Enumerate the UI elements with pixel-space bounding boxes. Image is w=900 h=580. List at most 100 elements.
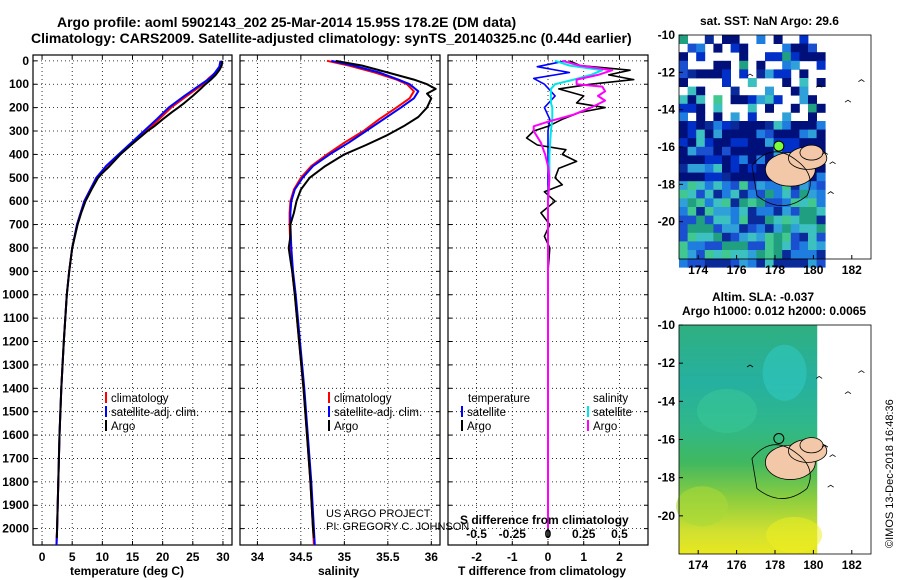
sst-cell — [782, 250, 792, 259]
sst-cell — [713, 181, 723, 191]
sst-cell — [790, 189, 800, 199]
sst-cell — [808, 138, 817, 148]
sst-cell — [722, 189, 731, 199]
sst-cell — [704, 224, 714, 234]
sst-cell — [808, 250, 817, 259]
sst-cell — [696, 112, 706, 122]
sst-cell — [773, 250, 783, 259]
sst-cell — [687, 224, 697, 234]
difference-profile-panel: -2 -1 0 1 2-0.5 -0.25 0 0.25 0.5 — [447, 54, 649, 564]
sst-cell — [790, 86, 800, 96]
lat-tick-label: -16 — [658, 433, 676, 447]
sst-cell — [730, 129, 740, 139]
sst-cell — [687, 215, 697, 225]
lat-tick-label: -10 — [658, 28, 676, 42]
x-tick-label: 2 — [616, 550, 623, 564]
s-diff-tick-label: -0.25 — [499, 527, 527, 541]
argo-float-marker — [773, 140, 785, 152]
sst-cell — [679, 181, 688, 191]
sst-cell — [722, 241, 731, 251]
sst-cell — [808, 215, 817, 225]
sst-cell — [808, 241, 817, 251]
sst-cell — [687, 69, 697, 79]
sst-cell — [739, 215, 749, 225]
sst-cell — [679, 112, 688, 122]
sst-cell — [808, 103, 817, 113]
sst-cell — [799, 224, 809, 234]
lon-tick-label: 182 — [842, 263, 862, 277]
sst-cell — [782, 198, 792, 208]
sst-cell — [765, 86, 774, 96]
sst-cell — [790, 215, 800, 225]
sst-map: 174 176 178 180 182 -10 -12 -14 -16 -18 -20 — [658, 28, 872, 277]
sst-cell — [782, 224, 792, 234]
sst-cell — [679, 146, 688, 156]
sst-cell — [704, 155, 714, 165]
lat-tick-label: -16 — [658, 140, 676, 154]
sst-cell — [756, 215, 766, 225]
sst-cell — [799, 232, 809, 242]
depth-tick-label: 200 — [9, 101, 29, 115]
sst-cell — [790, 52, 800, 62]
sst-cell — [790, 258, 800, 268]
x-tick-label: 20 — [156, 550, 170, 564]
sst-cell — [799, 189, 809, 199]
sst-cell — [739, 52, 749, 62]
sst-cell — [696, 241, 706, 251]
sst-cell — [713, 138, 723, 148]
sst-cell — [773, 121, 783, 130]
sst-cell — [756, 95, 766, 105]
x-tick-label: 10 — [96, 550, 110, 564]
lat-tick-label: -14 — [658, 394, 676, 408]
sst-cell — [713, 258, 723, 268]
sst-cell — [730, 95, 740, 105]
sst-cell — [790, 60, 800, 70]
depth-axis: 0 100 200 300 400 500 600 700 800 900 1000 1100 1200… — [2, 54, 29, 536]
sst-cell — [687, 241, 697, 251]
depth-tick-label: 1700 — [2, 451, 29, 465]
sst-cell — [747, 181, 757, 191]
sst-cell — [816, 164, 826, 173]
sst-cell — [713, 146, 723, 156]
legend-temperature-heading: temperature — [468, 393, 530, 405]
salinity-axis-label: salinity — [318, 564, 360, 578]
sst-cell — [799, 181, 809, 191]
small-island — [827, 191, 834, 194]
lon-tick-label: 174 — [688, 263, 708, 277]
depth-tick-label: 1300 — [2, 358, 29, 372]
lat-tick-label: -12 — [658, 65, 676, 79]
sst-cell — [808, 224, 817, 234]
x-tick-label: 35.5 — [376, 550, 400, 564]
sst-cell — [765, 224, 774, 234]
sst-cell — [687, 250, 697, 259]
sst-cell — [756, 250, 766, 259]
legend-argo: Argo — [334, 421, 358, 433]
sst-cell — [799, 52, 809, 62]
sst-cell — [816, 232, 826, 242]
sst-cell — [816, 215, 826, 225]
sst-cell — [713, 43, 723, 53]
sst-cell — [808, 189, 817, 199]
sst-cell — [782, 69, 792, 79]
small-island — [844, 391, 852, 395]
sst-cell — [773, 198, 783, 208]
sst-cell — [722, 198, 731, 208]
small-island — [829, 161, 836, 165]
sst-cell — [722, 207, 731, 216]
lon-tick-label: 174 — [688, 558, 708, 572]
sst-cell — [790, 224, 800, 234]
sst-cell — [739, 95, 749, 105]
sst-cell — [747, 112, 757, 122]
sst-cell — [816, 129, 826, 139]
sst-cell — [799, 241, 809, 251]
sla-map-title: Altim. SLA: -0.037 — [712, 290, 814, 304]
series-argo-line — [55, 60, 224, 539]
sst-cell — [790, 43, 800, 53]
sst-cell — [696, 138, 706, 148]
header-line-1: Argo profile: aoml 5902143_202 25-Mar-20… — [57, 14, 516, 30]
sst-cell — [696, 86, 706, 96]
small-island — [827, 484, 834, 488]
depth-tick-label: 400 — [9, 147, 29, 161]
sst-cell — [704, 172, 714, 182]
